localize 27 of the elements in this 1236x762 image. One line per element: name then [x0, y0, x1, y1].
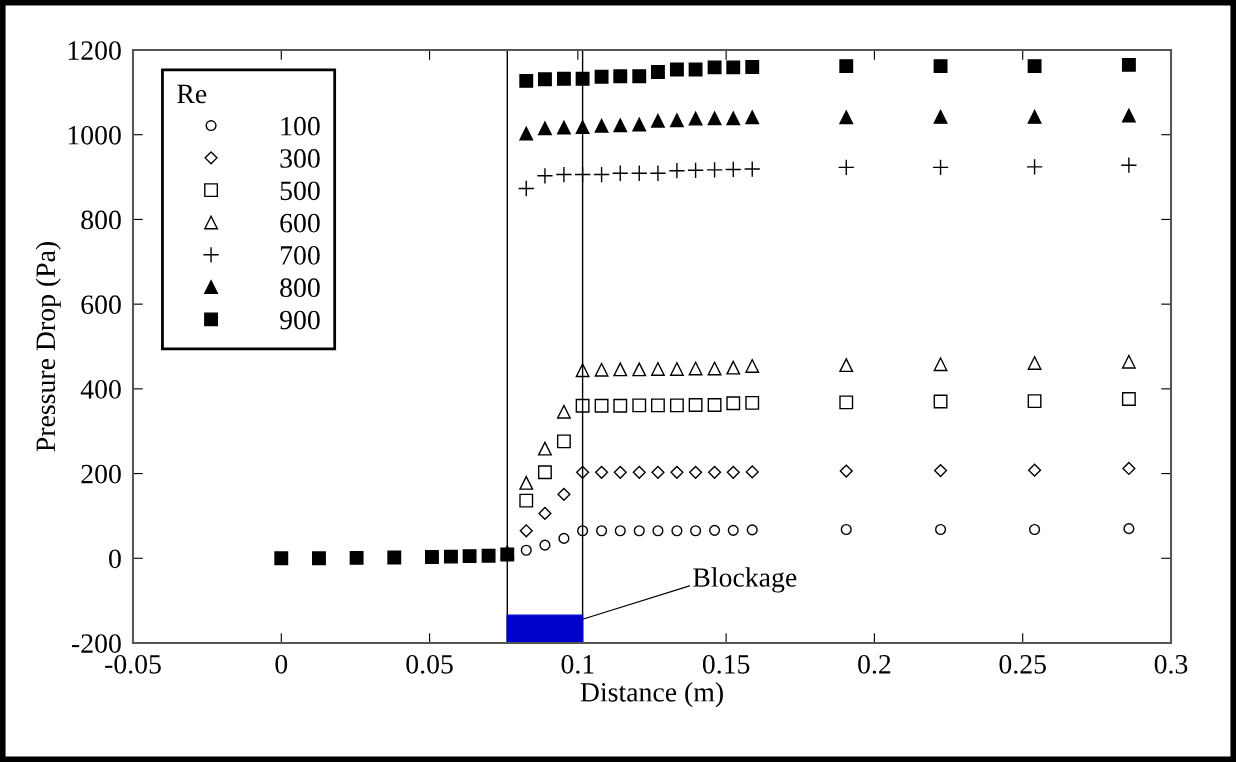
- x-tick-label: -0.05: [105, 654, 161, 674]
- legend-label: 100: [281, 116, 320, 136]
- x-tick-label: 0.15: [702, 654, 750, 674]
- x-tick-label: 0.25: [999, 654, 1046, 674]
- legend-label: 800: [280, 278, 320, 298]
- y-tick-label: 0: [109, 549, 121, 569]
- y-tick-label: 1000: [68, 125, 121, 145]
- y-tick-label: 200: [81, 464, 121, 484]
- legend-label: 600: [280, 213, 320, 233]
- x-tick-label: 0.1: [561, 654, 594, 674]
- x-axis-title: Distance (m): [580, 682, 723, 708]
- legend-label: 700: [280, 246, 320, 265]
- x-tick-label: 0.2: [858, 654, 891, 674]
- x-tick-label: 0.05: [406, 654, 453, 674]
- y-tick-label: 800: [81, 210, 121, 230]
- x-tick-label: 0: [275, 654, 288, 674]
- legend-label: 300: [280, 149, 320, 168]
- legend-label: 900: [280, 310, 320, 330]
- y-axis-title: Pressure Drop (Pa): [35, 242, 61, 452]
- y-tick-label: -200: [72, 634, 121, 653]
- legend-title: Re: [177, 84, 207, 104]
- y-tick-label: 1200: [68, 41, 121, 60]
- legend-label: 500: [280, 181, 320, 201]
- y-tick-label: 400: [80, 380, 121, 399]
- y-tick-label: 600: [81, 295, 121, 315]
- x-tick-label: 0.3: [1154, 654, 1188, 674]
- band-label: Blockage: [693, 567, 797, 593]
